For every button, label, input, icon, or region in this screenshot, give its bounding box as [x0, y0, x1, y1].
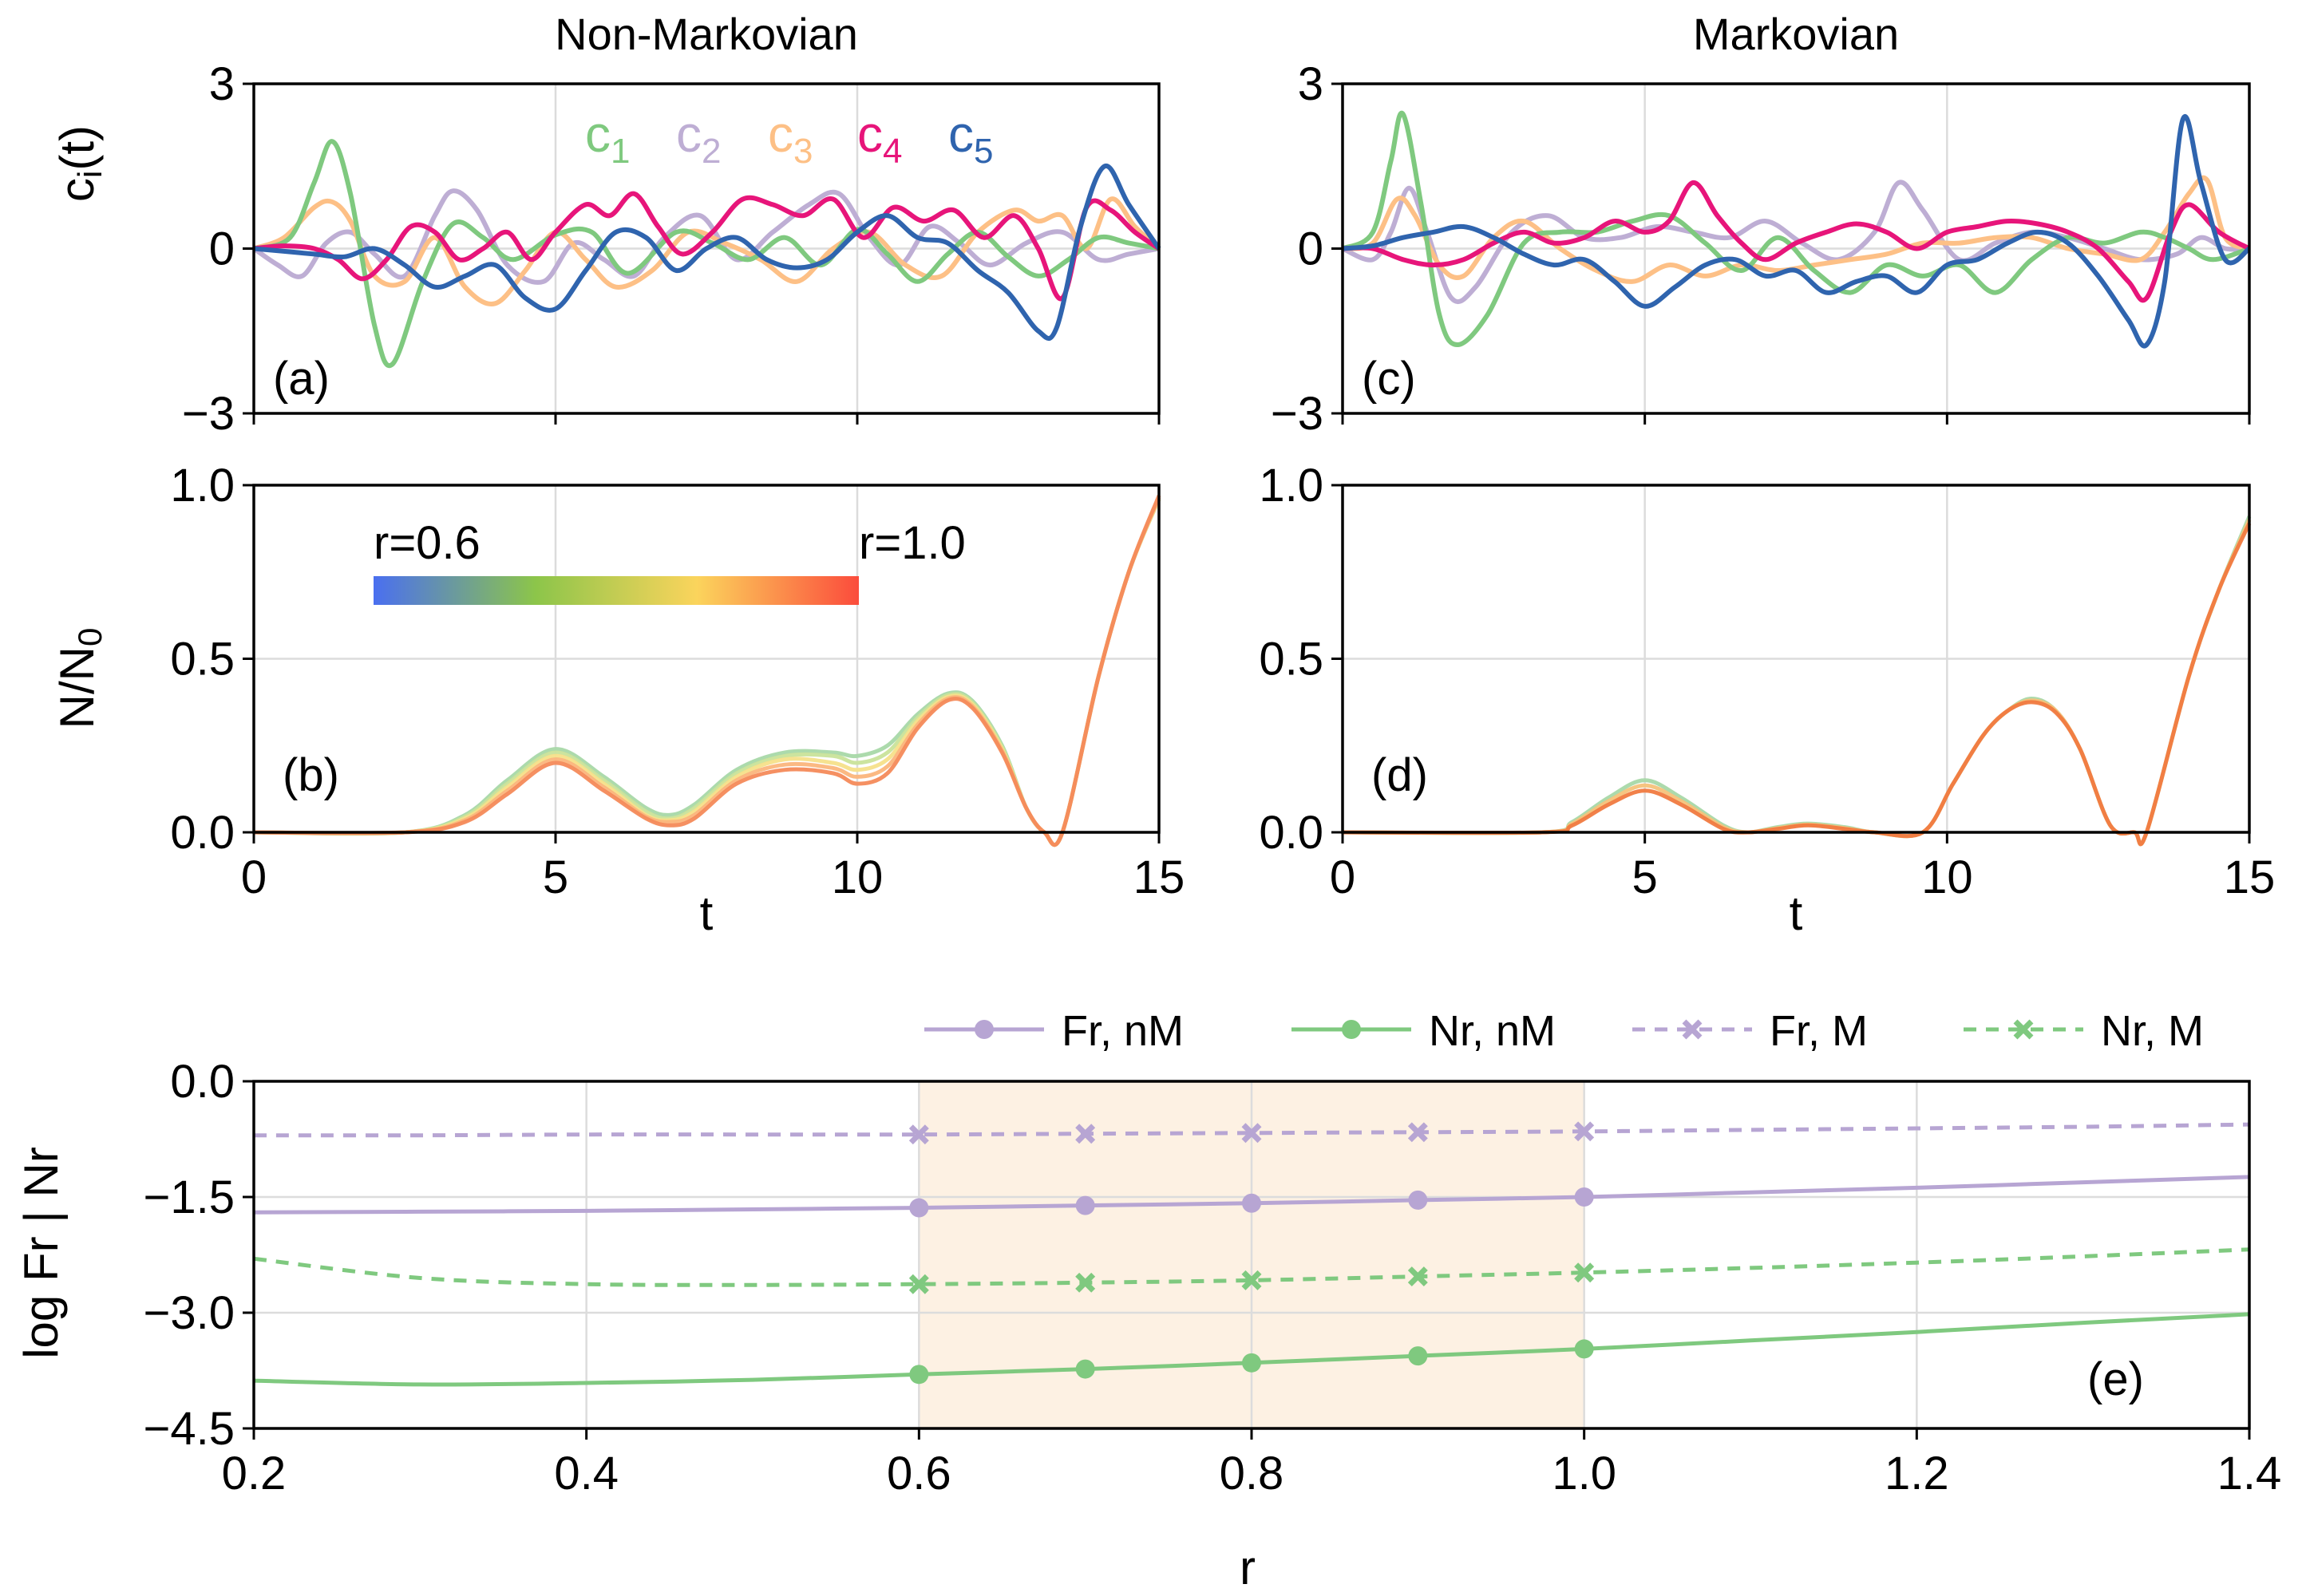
colorbar-right-label: r=1.0: [859, 517, 966, 569]
panel-label: (b): [283, 749, 339, 801]
panel-e-xtick-label: 0.8: [1220, 1448, 1284, 1499]
series-r10-line: [1342, 522, 2252, 847]
series-fr-m-line: [253, 1122, 2250, 1138]
panel-e-xtick-label: 0.4: [554, 1448, 619, 1499]
panel-b-ytick-label: 0.5: [170, 634, 235, 685]
panel-label: (d): [1371, 749, 1428, 801]
title-markovian: Markovian: [1693, 9, 1899, 59]
panel-d-ytick-label: 1.0: [1259, 460, 1323, 512]
panel-d-xtick-label: 15: [2224, 851, 2276, 903]
series-nr-nm-marker: [1574, 1339, 1594, 1359]
series-c4-line: [253, 191, 1161, 302]
series-fr-nm-marker: [1408, 1190, 1428, 1210]
series-c4-line: [1342, 180, 2251, 303]
colorbar-left-label: r=0.6: [374, 517, 481, 569]
panel-d: 0 5 10 15 1.0 0.5 0.0 (d): [1259, 460, 2275, 903]
panel-a: 3 0 −3 (a) c1 c2 c3 c4 c5: [182, 58, 1161, 440]
panel-d-xtick-label: 5: [1632, 851, 1658, 903]
panel-a-ytick-label: 3: [209, 58, 235, 110]
series-r06-line: [1342, 516, 2252, 847]
panel-b-xtick-label: 0: [241, 851, 267, 903]
series-nr-nm-marker: [1242, 1353, 1261, 1373]
series-fr-m-marker: [1407, 1122, 1428, 1143]
series-nr-nm-marker: [1075, 1359, 1095, 1379]
legend-c2: c2: [676, 105, 721, 171]
panel-e-ytick-label: −1.5: [144, 1171, 235, 1223]
panel-c-ytick-label: 3: [1298, 58, 1323, 110]
panel-b-xtick-label: 15: [1133, 851, 1185, 903]
panel-a-ytick-label: 0: [209, 223, 235, 275]
colorbar: [374, 576, 859, 605]
series-nr-m-line: [253, 1247, 2250, 1287]
legend-c4: c4: [857, 105, 902, 171]
panel-e-xtick-label: 1.0: [1552, 1448, 1616, 1499]
series-nr-m-marker: [908, 1274, 929, 1294]
legend-c1: c1: [585, 105, 630, 171]
legend-c5: c5: [948, 105, 993, 171]
series-r08-line: [1342, 519, 2252, 847]
series-fr-m-marker: [908, 1124, 929, 1145]
series-c1-line: [1341, 110, 2250, 347]
ylabel-a: ci(t): [50, 125, 109, 202]
legend-marker: [2013, 1019, 2034, 1040]
series-nr-m-marker: [1075, 1272, 1096, 1293]
series-fr-m-marker: [1574, 1121, 1595, 1142]
panel-b-ytick-label: 1.0: [170, 460, 235, 512]
panel-label: (a): [273, 353, 330, 405]
legend-label: Nr, nM: [1429, 1007, 1556, 1055]
panel-label: (c): [1362, 353, 1416, 405]
panel-e-ytick-label: 0.0: [170, 1056, 235, 1108]
series-c3-line: [252, 196, 1161, 306]
panel-d-ytick-label: 0.5: [1259, 634, 1323, 685]
panel-e-ytick-label: −4.5: [144, 1403, 235, 1455]
series-nr-m-marker: [1241, 1270, 1262, 1290]
panel-c-ytick-label: −3: [1271, 388, 1323, 440]
series-fr-m-marker: [1075, 1124, 1096, 1144]
panel-a-ytick-label: −3: [182, 388, 235, 440]
title-non-markovian: Non-Markovian: [555, 9, 858, 59]
series-fr-nm-marker: [909, 1198, 929, 1218]
series-c2-line: [1341, 180, 2250, 305]
legend-label: Fr, M: [1770, 1007, 1868, 1055]
panel-label: (e): [2087, 1353, 2144, 1405]
series-c5-line: [253, 164, 1161, 341]
series-nr-nm-marker: [909, 1365, 929, 1385]
panel-e-xtick-label: 0.6: [887, 1448, 951, 1499]
panel-d-xtick-label: 0: [1330, 851, 1355, 903]
ylabel-b: N/N0: [50, 628, 109, 729]
panel-e-ytick-label: −3.0: [144, 1287, 235, 1339]
panel-d-ytick-label: 0.0: [1259, 807, 1323, 859]
panel-e-xtick-label: 1.2: [1885, 1448, 1949, 1499]
legend-marker: [1682, 1019, 1703, 1040]
panel-b: 0 5 10 15 1.0 0.5 0.0 (b) r=0.6 r=1.0: [170, 460, 1185, 903]
xlabel-b: t: [700, 887, 714, 940]
series-fr-m-marker: [1241, 1123, 1262, 1144]
series-c5-line: [1342, 114, 2251, 349]
panel-b-ytick-label: 0.0: [170, 807, 235, 859]
legend-label: Fr, nM: [1062, 1007, 1184, 1055]
legend-label: Nr, M: [2101, 1007, 2204, 1055]
ylabel-e: log Fr | Nr: [14, 1147, 68, 1359]
series-fr-nm-marker: [1574, 1187, 1594, 1207]
series-fr-nm-marker: [1242, 1193, 1261, 1213]
panel-e-xtick-label: 1.4: [2217, 1448, 2282, 1499]
panel-e: 0.2 0.4 0.6 0.8 1.0 1.2 1.4 0.0 −1.5 −3.0 −4.5 (e) F…: [144, 1007, 2282, 1499]
panel-c-ytick-label: 0: [1298, 223, 1323, 275]
panel-b-xtick-label: 10: [832, 851, 884, 903]
panel-e-xtick-label: 0.2: [222, 1448, 287, 1499]
series-nr-nm-marker: [1408, 1346, 1428, 1366]
xlabel-e: r: [1240, 1541, 1256, 1594]
xlabel-d: t: [1790, 887, 1803, 940]
legend-marker: [975, 1020, 994, 1039]
series-nr-m-marker: [1574, 1262, 1595, 1283]
legend-marker: [1342, 1020, 1361, 1039]
panel-b-xtick-label: 5: [543, 851, 568, 903]
panel-c: 3 0 −3 (c): [1271, 58, 2251, 440]
series-nr-m-marker: [1407, 1266, 1428, 1287]
legend-c3: c3: [768, 105, 813, 171]
series-fr-nm-marker: [1075, 1195, 1095, 1215]
panel-d-xtick-label: 10: [1921, 851, 1973, 903]
